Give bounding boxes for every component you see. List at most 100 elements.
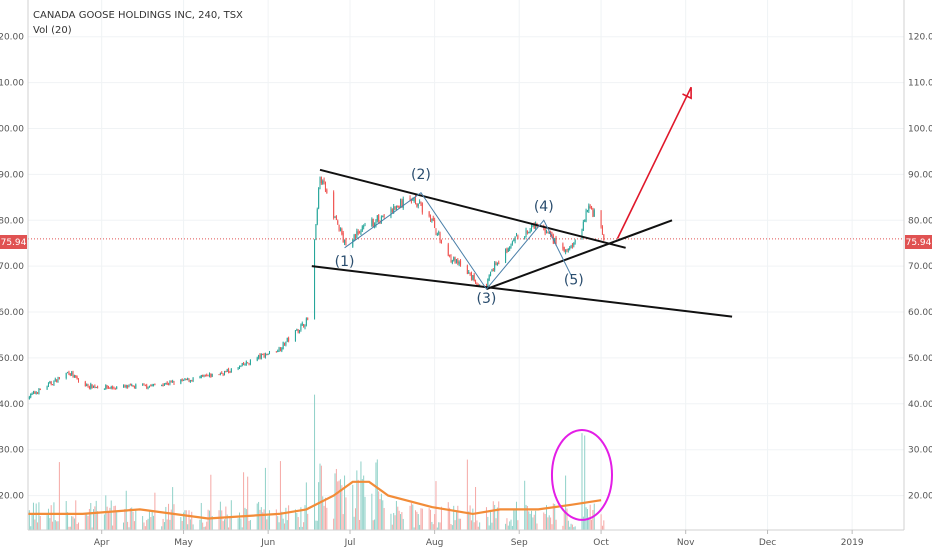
volume-bar [475, 486, 477, 530]
candle-body [163, 384, 165, 386]
volume-bar [204, 526, 206, 530]
volume-bar [402, 518, 404, 530]
candle-body [315, 224, 317, 241]
volume-bar [185, 510, 187, 530]
volume-bar [439, 522, 441, 530]
volume-bar [256, 503, 258, 530]
candle-body [91, 384, 93, 389]
volume-bar [94, 506, 96, 530]
volume-bar [341, 485, 343, 530]
candle-body [440, 240, 442, 244]
candle-body [259, 354, 261, 359]
price-tag-right-text: 75.94 [906, 238, 932, 248]
candle-body [357, 231, 359, 234]
volume-bar [551, 524, 553, 530]
volume-bar [288, 505, 290, 530]
price-tick-label: 110.00 [908, 79, 932, 89]
volume-bar [38, 502, 40, 530]
candle-body [124, 385, 126, 387]
volume-bar [509, 521, 511, 530]
volume-bar [69, 526, 71, 530]
candle-body [168, 384, 170, 386]
volume-bar [496, 507, 498, 530]
candle-body [129, 384, 131, 386]
candle-body [380, 216, 382, 222]
candle-body [374, 224, 376, 227]
price-ticks-right: 120.00 110.00 100.00 90.00 80.00 70.00 60.00 50… [908, 33, 932, 502]
price-tick-label: 40.00 [908, 400, 932, 410]
candle-body [37, 392, 39, 394]
volume-bar [434, 514, 436, 530]
volume-bar [275, 509, 277, 530]
candle-body [301, 323, 303, 326]
candle-body [294, 330, 296, 342]
candle-body [170, 381, 172, 383]
volume-bar [318, 482, 320, 530]
volume-bar [187, 524, 189, 530]
candle-body [147, 387, 149, 389]
volume-bar [281, 511, 283, 530]
volume-bar [180, 517, 182, 530]
price-tick-label: 60.00 [0, 308, 24, 318]
candle-body [166, 382, 168, 385]
candle-body [479, 284, 481, 286]
time-tick-label: Sep [511, 538, 528, 548]
volume-bar [566, 508, 568, 530]
volume-bar [56, 521, 58, 530]
candle-body [391, 209, 393, 212]
volume-bar [144, 526, 146, 530]
volume-bar [95, 500, 97, 530]
volume-bar [247, 476, 249, 530]
candle-body [127, 385, 129, 388]
volume-bar [374, 519, 376, 530]
candle-body [530, 225, 532, 230]
volume-bar [570, 523, 572, 530]
candle-body [532, 225, 534, 227]
volume-bar [46, 515, 48, 530]
candle-body [90, 383, 92, 389]
volume-bar [409, 505, 411, 530]
candle-body [397, 205, 399, 208]
price-tick-label: 120.00 [0, 33, 24, 43]
volume-bar [470, 520, 472, 530]
volume-bar [76, 523, 78, 530]
price-tick-label: 60.00 [908, 308, 932, 318]
candle-body [515, 234, 517, 237]
volume-bar [68, 526, 70, 530]
volume-bar [469, 505, 471, 530]
volume-bar [565, 475, 567, 530]
candle-body [69, 373, 71, 376]
volume-bar [277, 516, 279, 530]
candle-body [359, 232, 361, 234]
price-tick-label: 30.00 [0, 446, 24, 456]
candle-body [243, 362, 245, 365]
candle-body [240, 365, 242, 367]
candle-body [371, 219, 373, 227]
candle-body [569, 247, 571, 249]
candle-body [378, 214, 380, 222]
volume-bar [554, 504, 556, 530]
candle-body [517, 235, 519, 239]
candle-body [570, 245, 572, 249]
volume-bar [337, 481, 339, 530]
candle-body [342, 232, 344, 243]
price-tag-left-bg [0, 235, 27, 249]
volume-bar [323, 505, 325, 530]
volume-bar [124, 508, 126, 530]
candle-body [409, 198, 411, 200]
candle-body [573, 242, 575, 246]
candle-body [238, 366, 240, 368]
volume-bar [320, 465, 322, 530]
candle-body [183, 379, 185, 381]
candle-body [535, 223, 537, 229]
volume-bar [316, 520, 318, 530]
candle-body [565, 249, 567, 253]
candle-body [421, 203, 423, 213]
volume-bar [438, 522, 440, 530]
candle-body [95, 386, 97, 388]
candle-body [279, 348, 281, 351]
volume-bar [415, 510, 417, 530]
candle-body [339, 229, 341, 231]
